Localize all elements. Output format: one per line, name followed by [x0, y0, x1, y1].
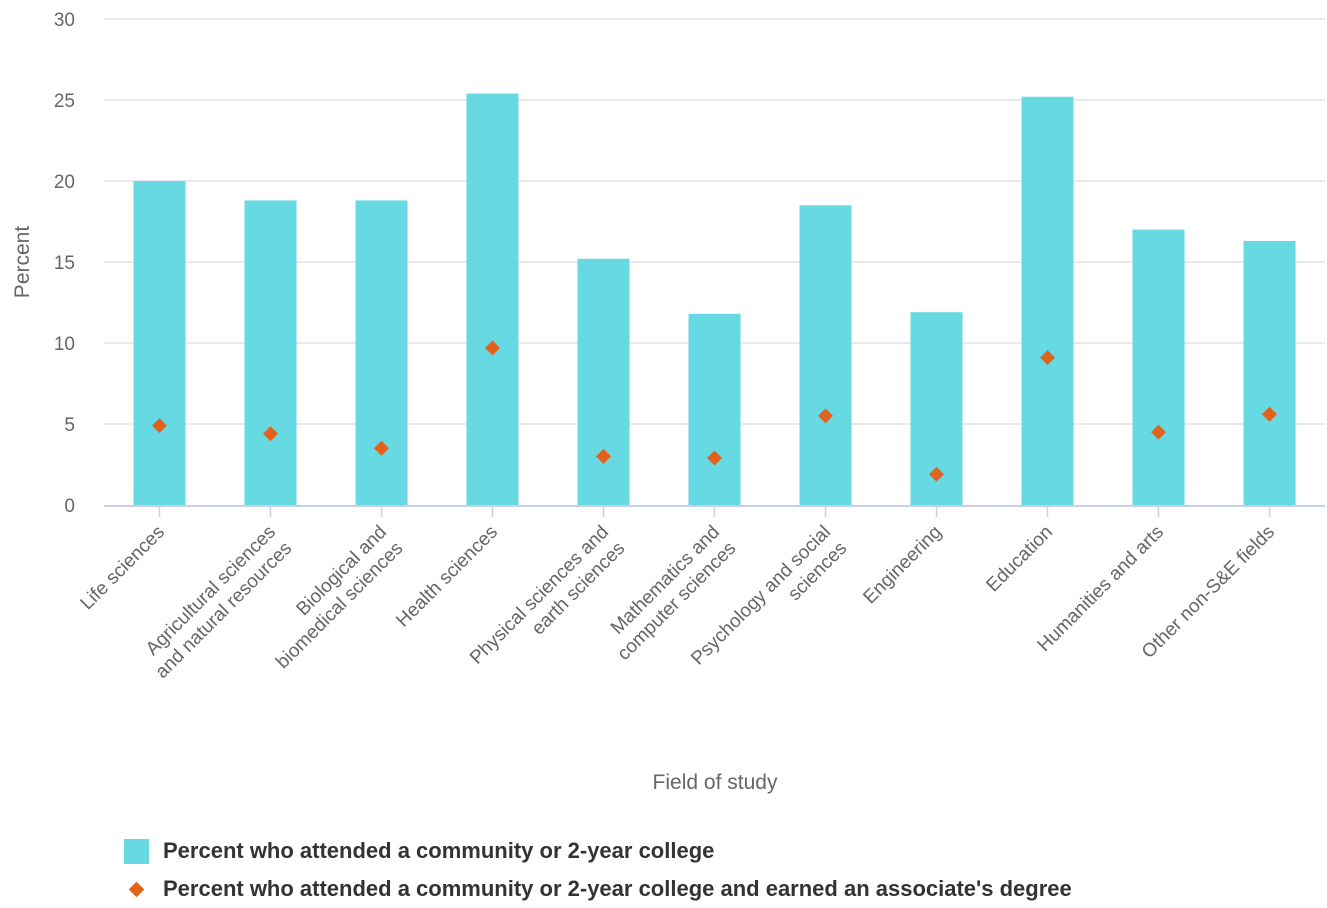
marker-point[interactable] [596, 448, 611, 464]
x-tick-label: Health sciences [392, 522, 502, 632]
legend-item-markers[interactable]: Percent who attended a community or 2-ye… [124, 870, 1072, 908]
bar[interactable] [799, 205, 852, 506]
y-tick-label: 15 [54, 253, 75, 274]
marker-point[interactable] [152, 418, 167, 434]
y-tick-label: 30 [54, 10, 75, 31]
legend-label-markers: Percent who attended a community or 2-ye… [163, 876, 1072, 901]
marker-point[interactable] [263, 426, 278, 442]
bar[interactable] [355, 200, 408, 505]
marker-point[interactable] [707, 450, 722, 466]
y-axis-title: Percent [11, 226, 34, 299]
marker-series [152, 340, 1277, 482]
marker-point[interactable] [485, 340, 500, 356]
legend-label-bars: Percent who attended a community or 2-ye… [163, 838, 715, 863]
bar[interactable] [1021, 96, 1074, 505]
gridlines [104, 18, 1325, 425]
y-tick-label: 20 [54, 172, 75, 193]
y-tick-label: 5 [64, 415, 75, 436]
marker-point[interactable] [1262, 406, 1277, 422]
marker-point[interactable] [1151, 424, 1166, 440]
marker-point[interactable] [929, 466, 944, 482]
x-tick-label: Life sciences [77, 522, 170, 615]
y-tick-label: 10 [54, 334, 75, 355]
bar[interactable] [466, 93, 519, 506]
x-axis-title: Field of study [653, 771, 778, 794]
bar[interactable] [1132, 229, 1185, 505]
x-tick-label: Engineering [859, 522, 946, 609]
x-axis-ticks [158, 506, 1271, 517]
marker-point[interactable] [818, 408, 833, 424]
bar[interactable] [577, 258, 630, 505]
x-tick-label: Humanities and arts [1034, 522, 1168, 656]
bar[interactable] [244, 200, 297, 505]
bar-series [133, 93, 1296, 506]
bar[interactable] [1243, 240, 1296, 505]
marker-point[interactable] [374, 440, 389, 456]
bar[interactable] [688, 313, 741, 505]
legend-item-bars[interactable]: Percent who attended a community or 2-ye… [124, 832, 1072, 870]
legend-bar-swatch [124, 838, 149, 864]
y-tick-label: 25 [54, 91, 75, 112]
x-tick-label: Education [982, 522, 1057, 597]
legend-diamond-icon [124, 877, 149, 902]
marker-point[interactable] [1040, 350, 1055, 366]
legend: Percent who attended a community or 2-ye… [124, 832, 1072, 908]
y-axis-ticks: 0 5 10 15 20 25 30 [54, 10, 75, 517]
bar[interactable] [133, 181, 186, 505]
y-tick-label: 0 [64, 496, 75, 517]
